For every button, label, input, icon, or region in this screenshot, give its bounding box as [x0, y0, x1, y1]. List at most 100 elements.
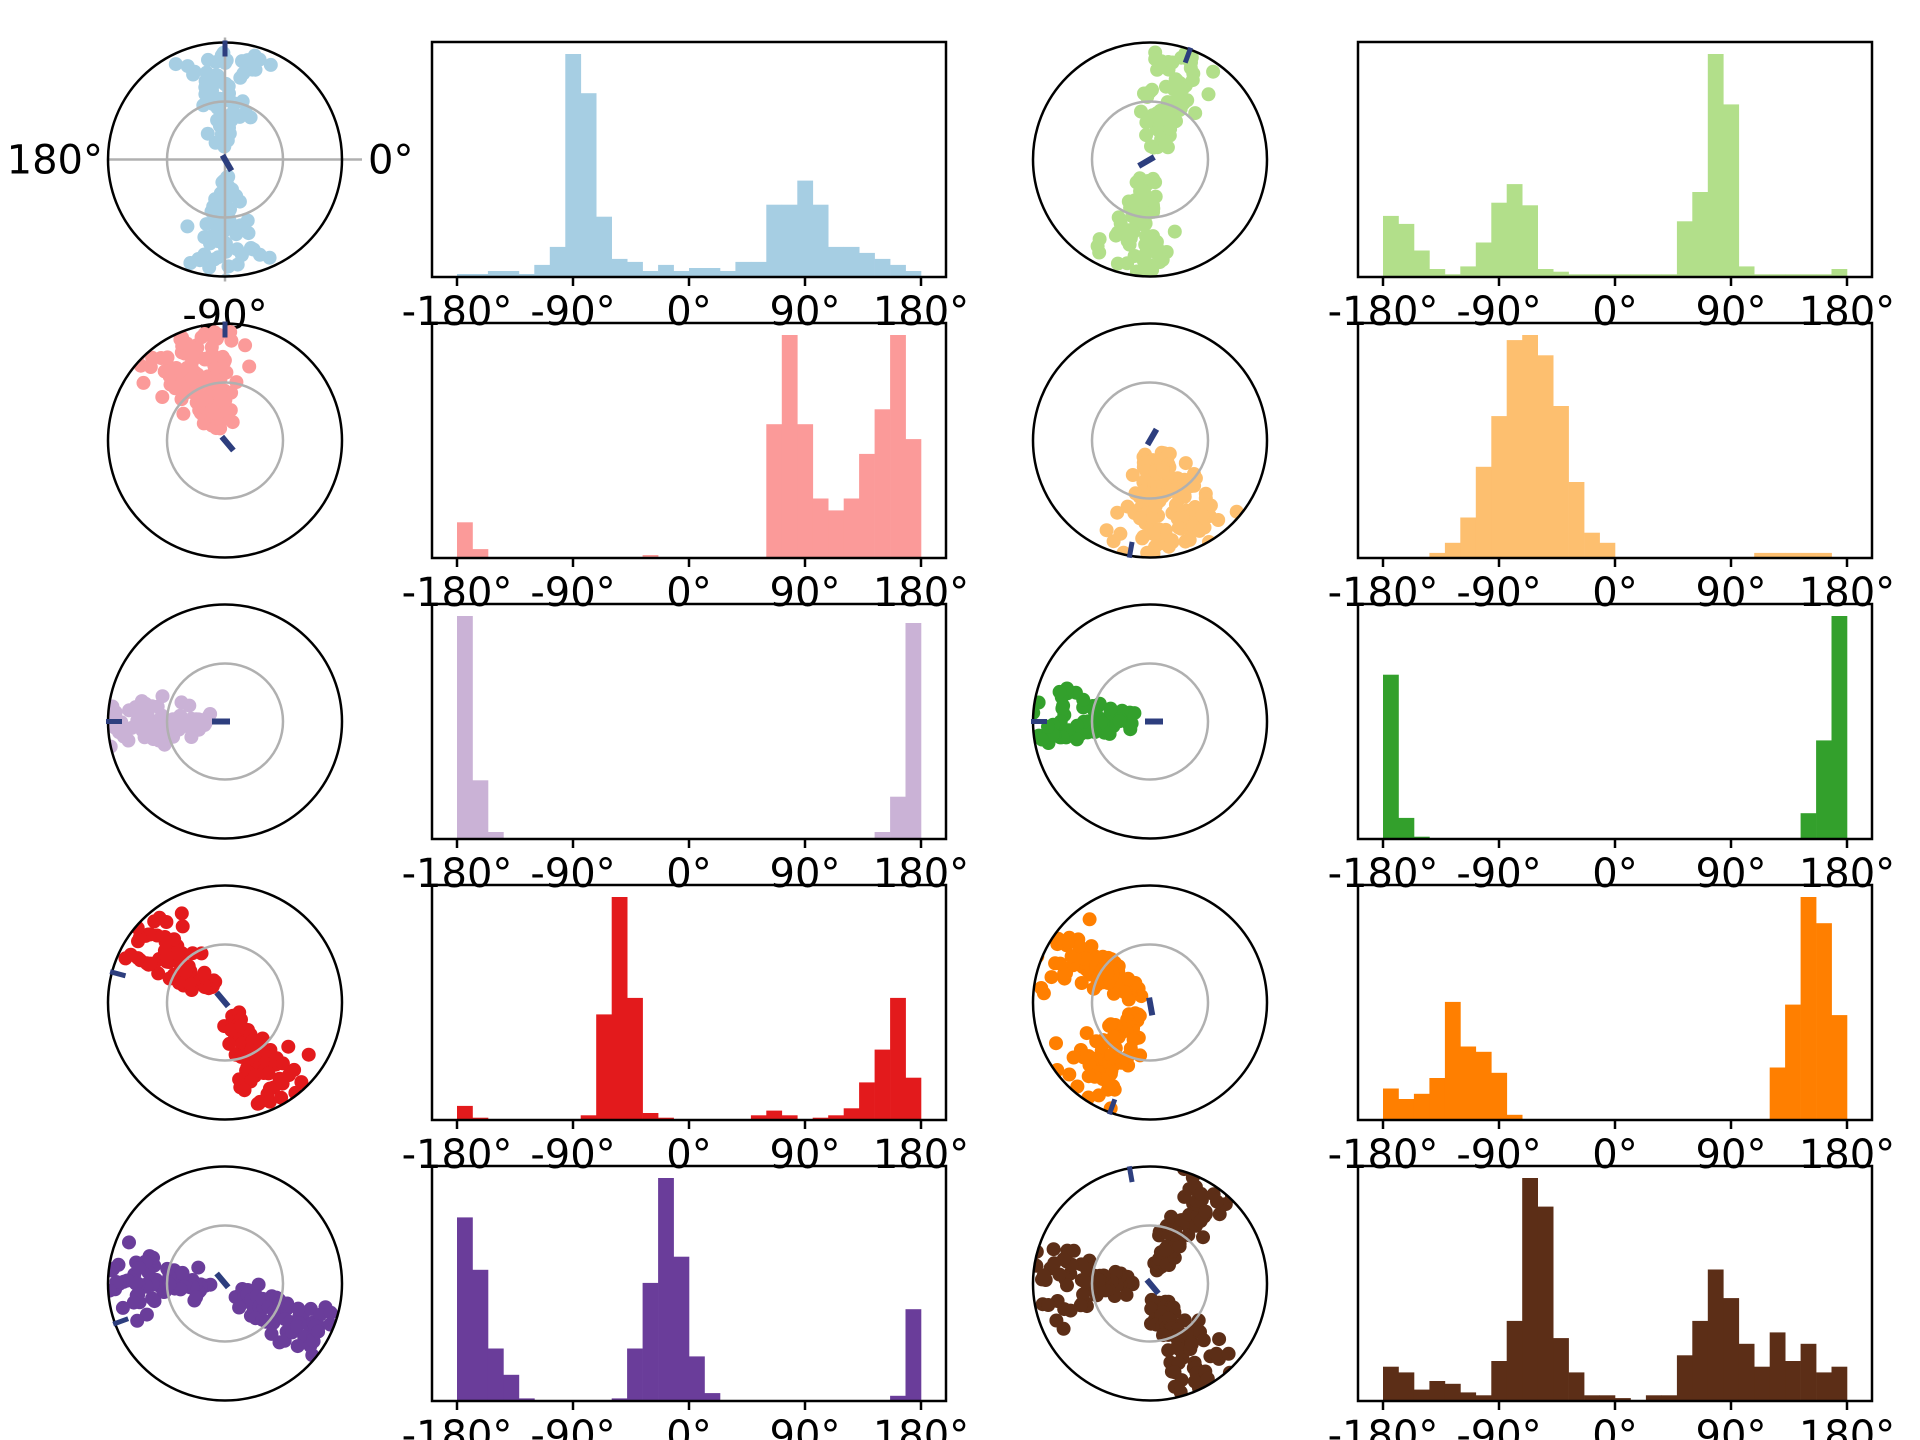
scatter-point — [197, 352, 212, 367]
histogram-bar — [1383, 674, 1399, 839]
scatter-point — [1052, 684, 1067, 699]
histogram-bar — [1429, 552, 1446, 558]
histogram-bar — [518, 274, 535, 277]
x-tick-label: -180° — [1328, 1413, 1439, 1440]
scatter-point — [1192, 523, 1207, 538]
histogram-bar — [1599, 542, 1616, 558]
histogram-axes-frame — [1356, 602, 1874, 841]
histogram-bar — [580, 93, 597, 277]
histogram-bar — [658, 1178, 674, 1401]
x-tick-label: 180° — [1799, 851, 1895, 897]
scatter-point — [1081, 1069, 1096, 1084]
histogram-bar — [457, 616, 473, 839]
histogram-bar — [1692, 192, 1709, 277]
scatter-point — [116, 729, 131, 744]
histogram-axes-frame — [1356, 40, 1874, 279]
histogram: -180° -90° 0° 90° 180° — [402, 602, 969, 897]
scatter-point — [238, 105, 253, 120]
histogram-bar — [503, 271, 520, 277]
histogram-bar — [611, 897, 628, 1120]
histogram-bar — [642, 555, 659, 558]
histogram-bar — [750, 1115, 767, 1120]
histogram-bar — [1398, 1099, 1415, 1120]
scatter-point — [1148, 499, 1163, 514]
histogram-bar — [1831, 269, 1848, 277]
scatter-point — [250, 1096, 265, 1111]
scatter-point — [1172, 1239, 1187, 1254]
scatter-point — [242, 359, 257, 374]
scatter-point — [199, 217, 214, 232]
histogram-bar — [843, 1108, 860, 1120]
histogram-bar — [1584, 532, 1600, 558]
scatter-point — [1072, 939, 1087, 954]
polar-outer-circle — [1031, 1165, 1269, 1402]
histogram-bar — [658, 264, 674, 277]
scatter-point — [275, 1056, 290, 1071]
polar-plot — [1031, 603, 1269, 840]
histogram-bar — [1707, 54, 1724, 277]
polar-plot — [106, 884, 344, 1121]
scatter-point — [1106, 534, 1121, 549]
scatter-point — [174, 906, 189, 921]
scatter-point — [155, 390, 170, 404]
histogram-bar — [828, 510, 844, 558]
scatter-point — [294, 1075, 309, 1090]
scatter-point — [290, 1339, 305, 1354]
histogram-bar — [812, 498, 829, 558]
histogram-bar — [1831, 616, 1848, 839]
histogram-bar — [1630, 274, 1647, 277]
scatter-point — [237, 1083, 252, 1098]
scatter-point — [1150, 106, 1164, 121]
histogram-bar — [1398, 817, 1415, 839]
histogram-bar — [1537, 355, 1554, 558]
histogram-bar — [487, 1348, 504, 1401]
x-tick-label: 0° — [1592, 1413, 1637, 1440]
histogram-bar — [1754, 552, 1770, 558]
histogram-bar — [1599, 274, 1616, 277]
histogram-bar — [1506, 184, 1523, 277]
scatter-point — [185, 371, 199, 386]
histogram-bar — [1553, 271, 1569, 277]
histogram-bar — [1398, 223, 1415, 277]
scatter-point — [1169, 73, 1184, 88]
x-tick-label: 90° — [1696, 1413, 1767, 1440]
scatter-point — [1178, 456, 1193, 471]
scatter-point — [1084, 939, 1099, 954]
scatter-point — [230, 257, 245, 272]
scatter-point — [169, 361, 184, 375]
polar-outer-circle — [106, 884, 344, 1121]
x-tick-label: -90° — [1456, 1413, 1541, 1440]
histogram-bar — [1475, 1051, 1492, 1120]
histogram-bar — [1568, 482, 1585, 558]
histogram-bar — [1444, 274, 1461, 277]
histogram-bar — [704, 1393, 721, 1401]
scatter-point — [1136, 529, 1151, 544]
scatter-point — [168, 57, 183, 72]
scatter-point — [128, 1276, 143, 1291]
scatter-point — [192, 253, 207, 268]
histogram-bar — [1661, 1395, 1678, 1401]
scatter-point — [262, 250, 277, 265]
scatter-point — [130, 1313, 145, 1328]
scatter-point — [108, 704, 122, 719]
mean-marker-outer — [112, 1316, 130, 1327]
scatter-point — [1120, 234, 1135, 249]
histogram-bar — [689, 1356, 705, 1401]
scatter-point — [1138, 237, 1153, 252]
inner-reference-circle — [1090, 100, 1210, 219]
histogram-bar — [457, 1105, 473, 1120]
scatter-point — [262, 1094, 277, 1109]
scatter-point — [1062, 1067, 1077, 1082]
scatter-point — [1184, 1337, 1199, 1352]
scatter-point — [1079, 1026, 1094, 1041]
scatter-point — [159, 949, 174, 964]
x-tick-label: -90° — [1456, 570, 1541, 616]
histogram-bar — [890, 335, 906, 558]
scatter-point — [1132, 511, 1147, 526]
scatter-point — [275, 1076, 290, 1091]
scatter-point — [145, 1291, 160, 1306]
scatter-point — [145, 350, 160, 365]
scatter-point — [1082, 912, 1097, 927]
scatter-point — [184, 730, 199, 744]
scatter-point — [1212, 1332, 1227, 1347]
